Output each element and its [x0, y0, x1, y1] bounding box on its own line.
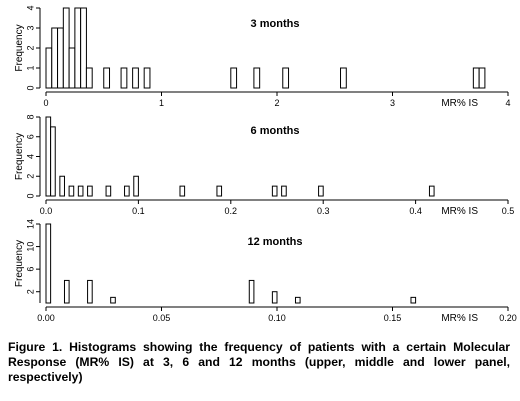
histogram-bar — [87, 279, 93, 304]
histogram-bar — [253, 67, 261, 89]
x-tick-label: 0.05 — [153, 313, 171, 323]
x-tick-label: 0.2 — [225, 206, 238, 216]
histogram-bar — [50, 126, 56, 197]
histogram-bar — [68, 47, 76, 89]
y-tick-label: 10 — [25, 242, 35, 252]
x-tick-label: 0.1 — [132, 206, 145, 216]
x-tick-label: 0.4 — [409, 206, 422, 216]
histogram-bar — [294, 296, 301, 304]
histogram-figure: 0 1 2 3 4 0 1 2 3 4 Frequency MR% IS 3 months 0 2 4 6 8 0.… — [14, 5, 517, 324]
histogram-bar — [85, 67, 93, 89]
y-axis-label: Frequency — [14, 240, 25, 287]
histogram-bar — [62, 7, 70, 89]
histogram-bar — [45, 223, 52, 304]
histogram-bar — [68, 185, 75, 197]
histogram-bar — [472, 67, 480, 89]
histogram-bar — [124, 185, 130, 197]
histogram-bar — [51, 27, 59, 89]
histogram-bar — [133, 175, 139, 197]
histogram-bar — [282, 67, 290, 89]
y-tick-label: 3 — [25, 25, 35, 30]
y-tick-label: 2 — [25, 174, 35, 179]
histogram-bar — [120, 67, 128, 89]
histogram-bar — [428, 185, 435, 197]
x-tick-label: 0.3 — [317, 206, 330, 216]
x-tick-label: 0.00 — [37, 313, 55, 323]
histogram-bar — [216, 185, 223, 197]
panel-title: 3 months — [251, 18, 300, 30]
histogram-bar — [248, 279, 255, 304]
histogram-bar — [45, 47, 53, 89]
x-tick-label: 0.5 — [502, 206, 515, 216]
histogram-bar — [271, 185, 278, 197]
histogram-bar — [105, 185, 112, 197]
panel-title: 6 months — [251, 125, 300, 137]
histogram-bar — [63, 279, 70, 304]
histogram-bar — [230, 67, 238, 89]
y-tick-label: 0 — [25, 85, 35, 90]
y-tick-label: 4 — [25, 5, 35, 10]
histogram-bar — [77, 185, 84, 197]
histogram-bar — [80, 7, 87, 89]
x-tick-label: 4 — [505, 98, 510, 108]
y-axis-label: Frequency — [14, 133, 25, 180]
x-tick-label: 0.20 — [499, 313, 517, 323]
y-tick-label: 4 — [25, 154, 35, 159]
y-axis-label: Frequency — [14, 24, 25, 71]
y-tick-label: 2 — [25, 45, 35, 50]
figure-caption: Figure 1. Histograms showing the frequen… — [8, 340, 510, 384]
histogram-bar — [143, 67, 151, 89]
x-axis-label: MR% IS — [441, 313, 478, 324]
x-tick-label: 2 — [274, 98, 279, 108]
x-tick-label: 3 — [390, 98, 395, 108]
histogram-bar — [340, 67, 347, 89]
histogram-bar — [57, 27, 64, 89]
y-tick-label: 0 — [25, 193, 35, 198]
histogram-bar — [110, 296, 116, 304]
y-tick-label: 6 — [25, 134, 35, 139]
histogram-bar — [478, 67, 486, 89]
x-tick-label: 0.15 — [384, 313, 402, 323]
y-tick-label: 8 — [25, 114, 35, 119]
histogram-bar — [318, 185, 324, 197]
histogram-bar — [59, 175, 65, 197]
y-tick-label: 1 — [25, 65, 35, 70]
x-axis-label: MR% IS — [441, 98, 478, 109]
panel-title: 12 months — [247, 236, 302, 248]
histogram-bar — [179, 185, 186, 197]
histogram-bar — [281, 185, 287, 197]
histogram-bar — [45, 116, 52, 197]
x-tick-label: 0.0 — [40, 206, 53, 216]
histogram-bar — [74, 7, 82, 89]
x-axis-label: MR% IS — [441, 206, 478, 217]
histogram-bar — [103, 67, 111, 89]
y-tick-label: 2 — [25, 289, 35, 294]
histogram-bar — [271, 291, 278, 304]
x-tick-label: 0.10 — [268, 313, 286, 323]
x-tick-label: 1 — [159, 98, 164, 108]
histogram-bar — [132, 67, 139, 89]
histogram-bar — [410, 296, 417, 304]
histogram-bar — [87, 185, 93, 197]
y-tick-label: 14 — [25, 219, 35, 229]
y-tick-label: 6 — [25, 267, 35, 272]
x-tick-label: 0 — [43, 98, 48, 108]
